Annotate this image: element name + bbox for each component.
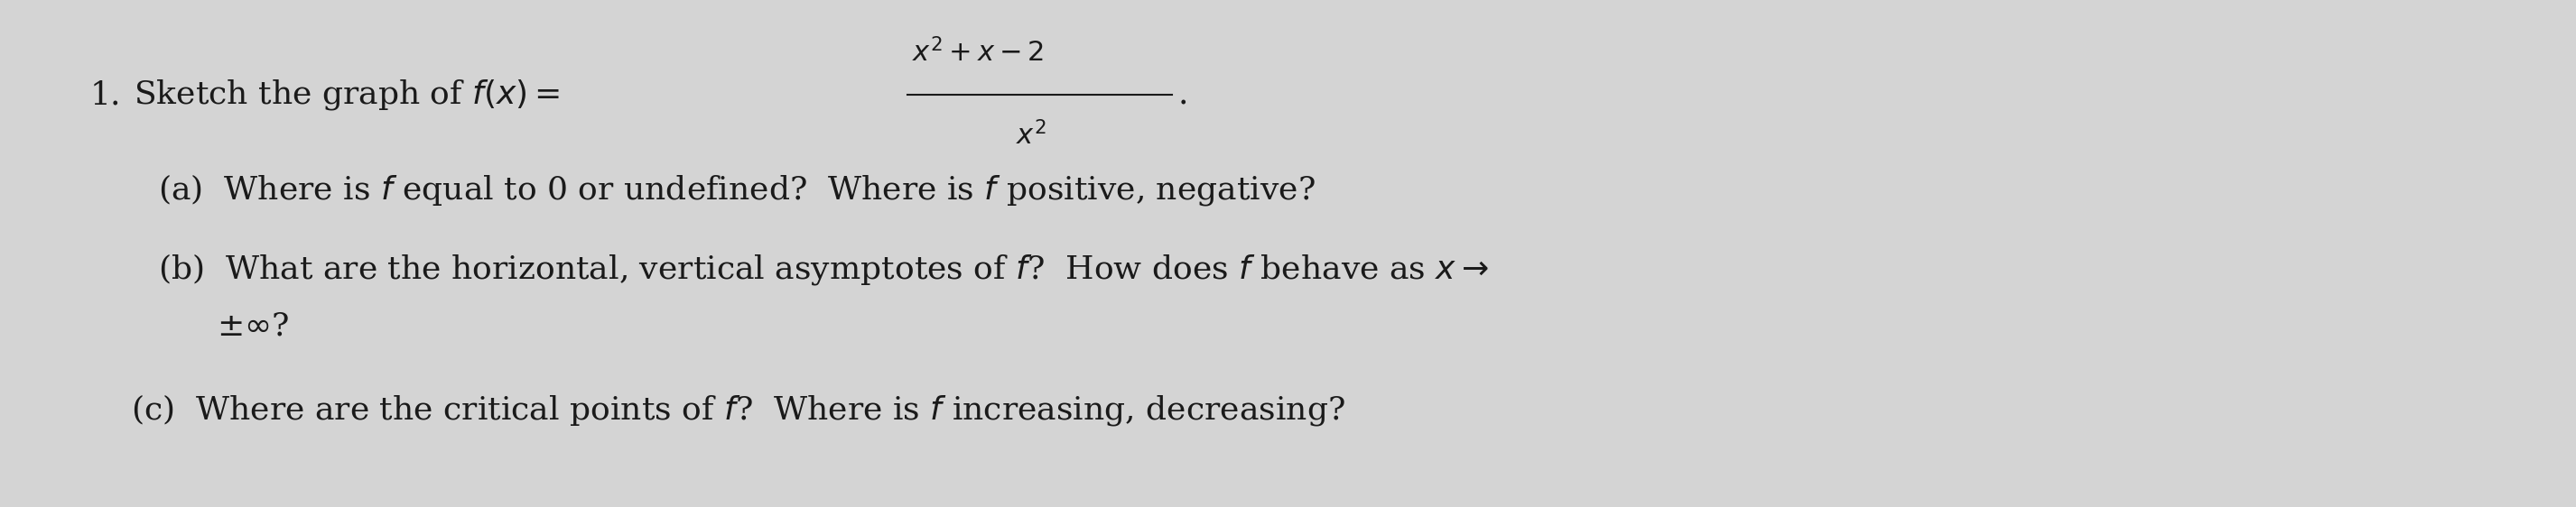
Text: $x^2 + x - 2$: $x^2 + x - 2$ <box>912 39 1043 67</box>
Text: $\pm\infty$?: $\pm\infty$? <box>216 311 289 342</box>
Text: Sketch the graph of $f(x) =$: Sketch the graph of $f(x) =$ <box>134 78 559 112</box>
Text: $x^2$: $x^2$ <box>1015 122 1046 151</box>
Text: 1.: 1. <box>90 80 121 110</box>
Text: (c)  Where are the critical points of $f$?  Where is $f$ increasing, decreasing?: (c) Where are the critical points of $f$… <box>131 393 1345 428</box>
Text: (a)  Where is $f$ equal to 0 or undefined?  Where is $f$ positive, negative?: (a) Where is $f$ equal to 0 or undefined… <box>157 172 1316 207</box>
Text: .: . <box>1177 80 1188 110</box>
Text: (b)  What are the horizontal, vertical asymptotes of $f$?  How does $f$ behave a: (b) What are the horizontal, vertical as… <box>157 251 1489 286</box>
